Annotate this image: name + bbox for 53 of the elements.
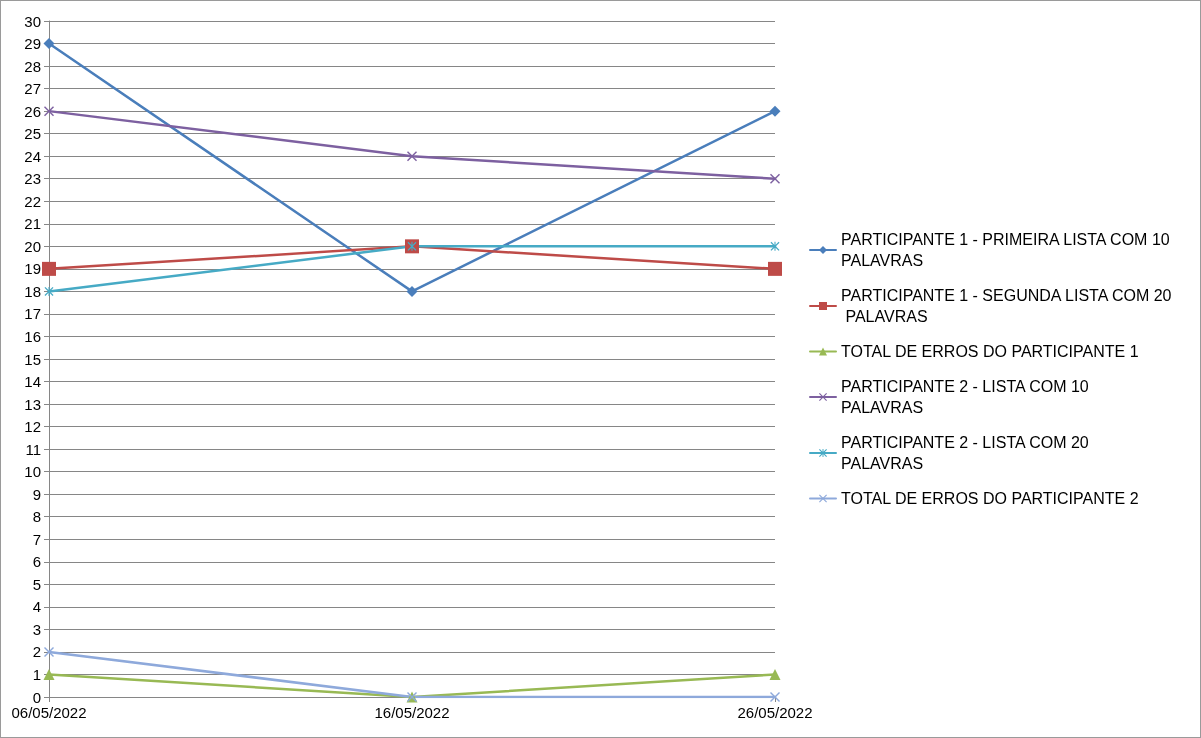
y-tick-label: 13 bbox=[24, 395, 41, 413]
point bbox=[770, 692, 780, 702]
y-tick-label: 26 bbox=[24, 102, 41, 120]
y-tick-label: 12 bbox=[24, 418, 41, 436]
y-tick-label: 24 bbox=[24, 147, 41, 165]
point bbox=[44, 646, 54, 657]
y-tick-label: 29 bbox=[24, 35, 41, 53]
y-tick-label: 16 bbox=[24, 327, 41, 345]
y-tick-label: 21 bbox=[24, 215, 41, 233]
legend-label: PARTICIPANTE 2 - LISTA COM 20 PALAVRAS bbox=[841, 434, 1094, 472]
y-tick-label: 27 bbox=[24, 80, 41, 98]
y-tick-label: 18 bbox=[24, 282, 41, 300]
point bbox=[769, 105, 781, 117]
point bbox=[44, 106, 54, 117]
y-tick-label: 3 bbox=[32, 620, 41, 638]
legend-label: TOTAL DE ERROS DO PARTICIPANTE 1 bbox=[841, 343, 1139, 360]
legend-label: PARTICIPANTE 1 - SEGUNDA LISTA COM 20 PALAVRAS bbox=[841, 287, 1172, 325]
y-tick-label: 25 bbox=[24, 125, 41, 143]
y-tick-label: 14 bbox=[24, 373, 41, 391]
point bbox=[770, 173, 780, 184]
y-tick-label: 22 bbox=[24, 192, 41, 210]
y-tick-label: 23 bbox=[24, 170, 41, 188]
point bbox=[406, 285, 418, 297]
y-tick-label: 9 bbox=[32, 485, 41, 503]
legend-label: TOTAL DE ERROS DO PARTICIPANTE 2 bbox=[841, 490, 1139, 507]
y-tick-label: 10 bbox=[24, 463, 41, 481]
y-tick-label: 0 bbox=[32, 688, 41, 706]
legend-label: PARTICIPANTE 1 - PRIMEIRA LISTA COM 10 PALAVRAS bbox=[841, 231, 1175, 269]
point bbox=[43, 38, 55, 50]
y-tick-label: 20 bbox=[24, 237, 41, 255]
point bbox=[768, 261, 782, 276]
y-tick-label: 17 bbox=[24, 305, 41, 323]
x-tick-label: 26/05/2022 bbox=[737, 704, 813, 721]
y-tick-label: 5 bbox=[32, 575, 41, 593]
y-tick-label: 28 bbox=[24, 57, 41, 75]
y-tick-label: 4 bbox=[32, 598, 41, 616]
point bbox=[43, 668, 55, 680]
point bbox=[42, 261, 56, 276]
y-tick-label: 7 bbox=[32, 530, 41, 548]
y-tick-label: 2 bbox=[32, 643, 41, 661]
legend-label: PARTICIPANTE 2 - LISTA COM 10 PALAVRAS bbox=[841, 378, 1094, 416]
y-tick-label: 15 bbox=[24, 350, 41, 368]
y-tick-label: 8 bbox=[32, 508, 41, 526]
y-tick-label: 19 bbox=[24, 260, 41, 278]
y-tick-label: 11 bbox=[25, 440, 41, 458]
y-tick-label: 6 bbox=[32, 553, 41, 571]
point bbox=[770, 241, 780, 251]
y-tick-label: 30 bbox=[24, 12, 41, 30]
x-tick-label: 06/05/2022 bbox=[11, 704, 87, 721]
y-tick-label: 1 bbox=[32, 665, 41, 683]
point bbox=[769, 668, 781, 680]
x-tick-label: 16/05/2022 bbox=[374, 704, 450, 721]
point bbox=[407, 151, 417, 162]
